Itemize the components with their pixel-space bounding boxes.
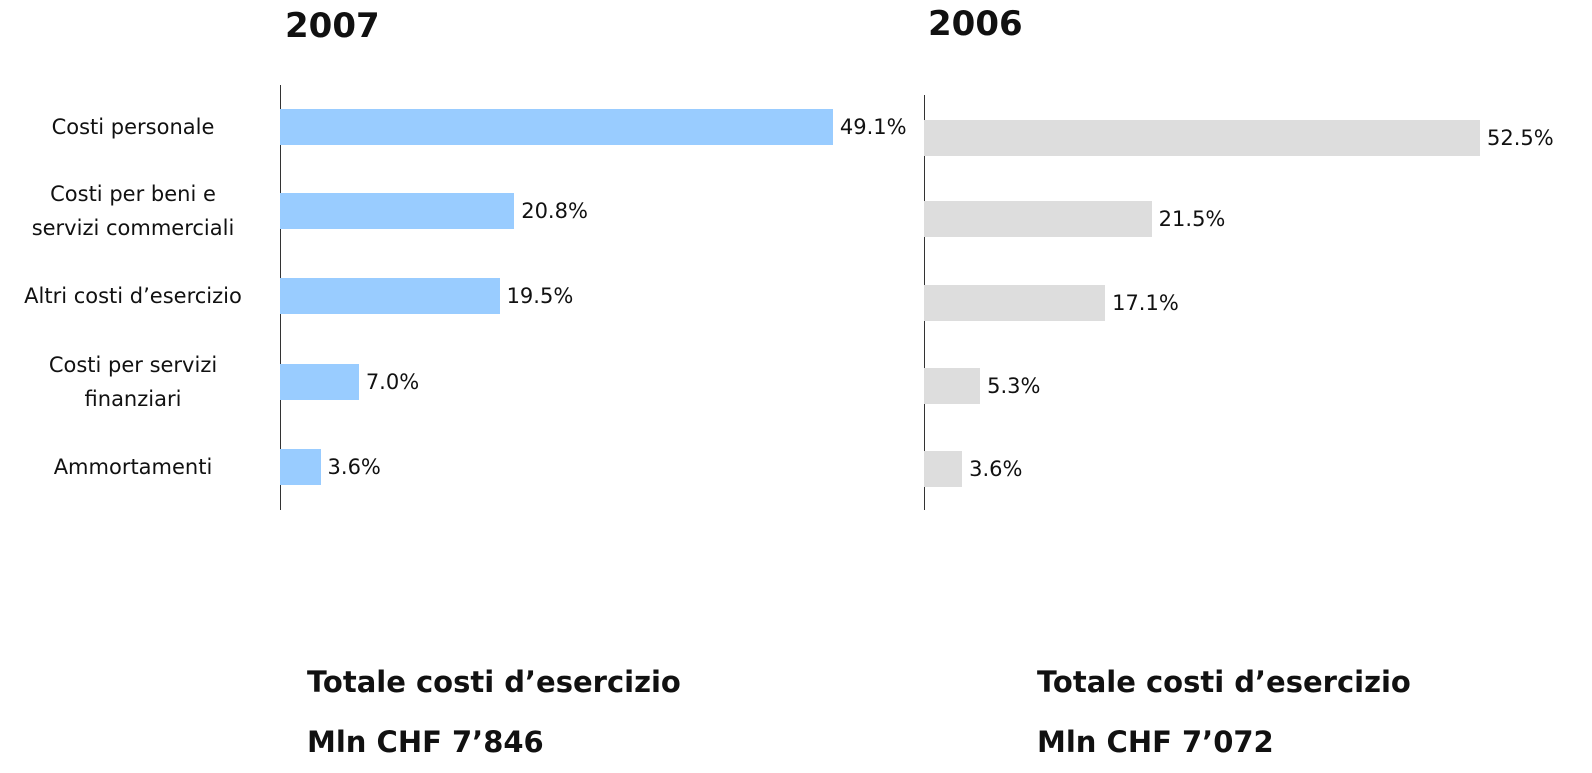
bar: [280, 193, 515, 229]
bar: [280, 364, 359, 400]
bar: [924, 201, 1152, 237]
value-label: 52.5%: [1486, 126, 1554, 150]
category-label: Altri costi d’esercizio: [24, 284, 242, 308]
total-label: Totale costi d’esercizio: [1037, 665, 1411, 699]
bar: [924, 368, 981, 404]
category-label: Costi personale: [51, 115, 215, 139]
bar: [924, 451, 963, 487]
category-label: Ammortamenti: [53, 455, 213, 479]
value-label: 49.1%: [839, 115, 907, 139]
value-label: 5.3%: [987, 374, 1041, 398]
category-label: Costi per beni e servizi commerciali: [31, 182, 235, 240]
bar: [280, 278, 500, 314]
bar: [280, 109, 833, 145]
total-label: Mln CHF 7’072: [1037, 725, 1274, 759]
total-label: Mln CHF 7’846: [307, 725, 544, 759]
total-label: Totale costi d’esercizio: [307, 665, 681, 699]
value-label: 3.6%: [327, 455, 381, 479]
value-label: 19.5%: [506, 284, 574, 308]
bar: [924, 285, 1106, 321]
chart-title: 2007: [285, 6, 380, 46]
value-label: 3.6%: [969, 457, 1023, 481]
value-label: 7.0%: [365, 370, 420, 394]
bar: [280, 449, 321, 485]
category-label: Costi per servizi finanziari: [48, 353, 218, 411]
chart-title: 2006: [928, 4, 1023, 44]
value-label: 21.5%: [1158, 207, 1226, 231]
value-label: 20.8%: [521, 199, 588, 223]
bar: [924, 120, 1480, 156]
value-label: 17.1%: [1112, 291, 1179, 315]
